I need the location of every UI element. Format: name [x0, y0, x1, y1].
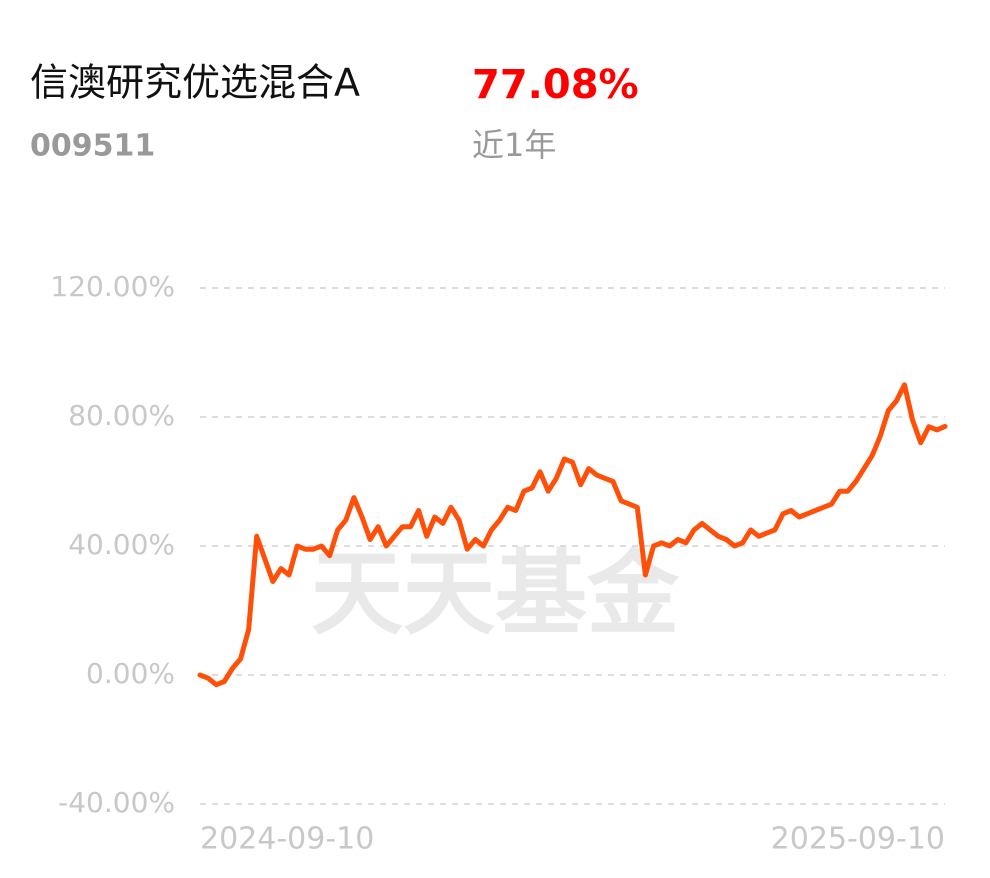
y-tick-label: -40.00%	[58, 786, 175, 819]
y-tick-label: 0.00%	[86, 657, 175, 690]
x-tick-label: 2025-09-10	[771, 822, 945, 857]
x-tick-label: 2024-09-10	[200, 822, 374, 857]
watermark: 天天基金	[311, 540, 680, 647]
fund-code: 009511	[30, 129, 155, 164]
y-tick-label: 80.00%	[68, 399, 175, 432]
y-tick-label: 120.00%	[50, 270, 175, 303]
line	[197, 382, 948, 688]
y-tick-label: 40.00%	[68, 528, 175, 561]
fund-name: 信澳研究优选混合A	[30, 61, 360, 105]
fund-return: 77.08%	[472, 62, 639, 108]
period: 近1年	[472, 126, 556, 164]
